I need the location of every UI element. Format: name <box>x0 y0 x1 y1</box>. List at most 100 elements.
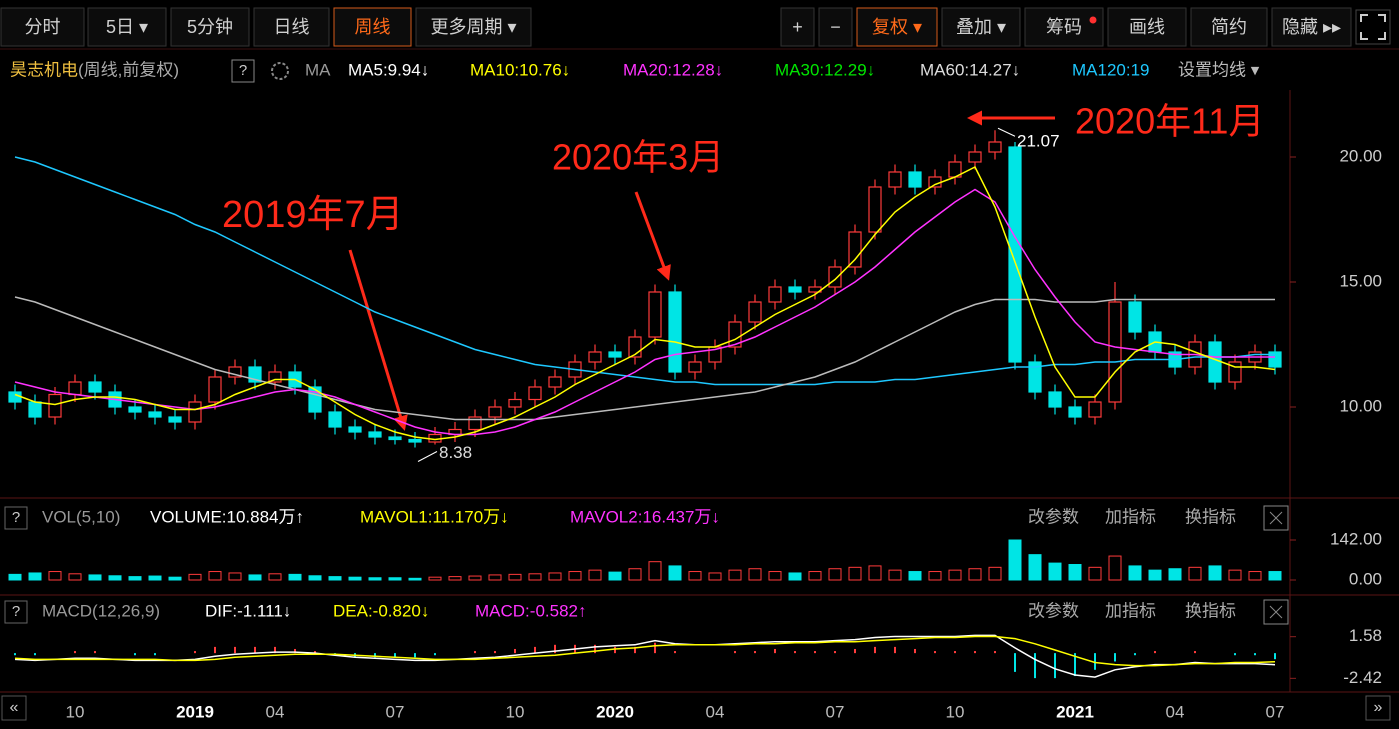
toolbar-button[interactable] <box>1190 7 1268 47</box>
panel-button[interactable]: 改参数 <box>1028 507 1079 526</box>
toolbar-button[interactable] <box>253 7 330 47</box>
indicator-line <box>14 635 1276 667</box>
candle-body <box>1048 391 1062 408</box>
toolbar-button-label[interactable]: 画线 <box>1129 17 1165 37</box>
indicator-line <box>14 165 1276 441</box>
indicator-line <box>14 634 1276 678</box>
annotation: 2020年11月 <box>1075 101 1264 142</box>
volume-bar <box>1108 555 1122 581</box>
help-icon[interactable] <box>4 506 28 530</box>
legend-entry: MA5:9.94↓ <box>348 60 429 79</box>
toolbar-button[interactable] <box>780 7 815 47</box>
y-tick-label: 15.00 <box>1339 271 1382 290</box>
panel-button[interactable]: 加指标 <box>1105 601 1156 620</box>
indicator-line <box>14 188 1275 436</box>
toolbar-button-label[interactable]: 简约 <box>1211 17 1247 37</box>
annotation: 2020年3月 <box>552 137 724 178</box>
close-icon[interactable] <box>1263 505 1289 531</box>
candle-body <box>28 401 42 418</box>
y-tick-label: 10.00 <box>1339 396 1382 415</box>
candle-body <box>508 398 522 408</box>
toolbar-button-label[interactable]: 周线 <box>355 17 391 37</box>
panel-button[interactable]: 换指标 <box>1185 601 1236 620</box>
toolbar-button[interactable] <box>87 7 167 47</box>
toolbar-button[interactable] <box>818 7 853 47</box>
candle-body <box>1268 351 1282 368</box>
panel-button[interactable]: 换指标 <box>1185 507 1236 526</box>
toolbar-button-label[interactable]: 复权 ▾ <box>872 17 922 37</box>
toolbar-button[interactable] <box>0 7 85 47</box>
help-icon-glyph: ? <box>12 603 20 620</box>
x-tick-label: 04 <box>266 702 285 721</box>
panel-button[interactable]: 加指标 <box>1105 507 1156 526</box>
toolbar-button[interactable] <box>415 7 532 47</box>
x-tick-label: 2020 <box>596 702 634 721</box>
toolbar-button-label[interactable]: − <box>830 17 841 37</box>
legend-entry: MA60:14.27↓ <box>920 60 1020 79</box>
volume-bar <box>808 571 822 581</box>
toolbar-button-label[interactable]: 筹码 <box>1046 17 1082 37</box>
scroll-right[interactable]: » <box>1365 695 1391 721</box>
volume-bar <box>508 573 522 581</box>
toolbar-button[interactable] <box>333 7 412 47</box>
svg-text:«: « <box>10 699 19 716</box>
volume-bar <box>968 568 982 581</box>
candle-body <box>1028 361 1042 393</box>
volume-bar <box>1088 566 1102 581</box>
toolbar-button[interactable] <box>170 7 250 47</box>
volume-bar <box>1248 571 1262 581</box>
volume-bar <box>1048 562 1062 581</box>
volume-bar <box>988 566 1002 581</box>
candle-body <box>228 366 242 378</box>
volume-bar <box>88 574 102 581</box>
candle-body <box>848 231 862 268</box>
toolbar-button[interactable] <box>1271 7 1352 47</box>
toolbar-button-label[interactable]: 5日 ▾ <box>106 17 148 37</box>
legend-entry: MA30:12.29↓ <box>775 60 875 79</box>
volume-bar <box>1168 568 1182 581</box>
toolbar-button-label[interactable]: + <box>792 17 803 37</box>
help-icon-glyph: ? <box>12 509 20 526</box>
toolbar-button-label[interactable]: 5分钟 <box>187 17 233 37</box>
volume-bar <box>568 571 582 581</box>
volume-bar <box>448 576 462 581</box>
toolbar-button-label[interactable]: 叠加 ▾ <box>956 17 1006 37</box>
candle-body <box>1208 341 1222 383</box>
legend-entry: MA120:19 <box>1072 60 1150 79</box>
help-icon[interactable] <box>4 600 28 624</box>
legend-entry: MA20:12.28↓ <box>623 60 723 79</box>
gear-icon[interactable] <box>271 62 289 80</box>
toolbar-button-label[interactable]: 更多周期 ▾ <box>430 17 516 37</box>
help-icon[interactable] <box>231 59 255 83</box>
volume-bar <box>1028 554 1042 581</box>
candle-body <box>548 376 562 388</box>
high-pointer <box>997 127 1016 137</box>
scroll-left[interactable]: « <box>1 695 27 721</box>
toolbar-button-label[interactable]: 分时 <box>25 17 61 37</box>
x-tick-label: 10 <box>946 702 965 721</box>
volume-bar <box>1228 569 1242 581</box>
close-icon[interactable] <box>1263 599 1289 625</box>
volume-bar <box>1188 566 1202 581</box>
candle-body <box>788 286 802 293</box>
toolbar-button[interactable] <box>856 7 938 47</box>
toolbar-button-label[interactable]: 隐藏 ▸▸ <box>1282 17 1341 37</box>
candle-body <box>128 406 142 413</box>
volume-bar <box>248 574 262 581</box>
toolbar-button[interactable] <box>941 7 1021 47</box>
toolbar-button-label[interactable]: 日线 <box>274 17 310 37</box>
candle-body <box>688 361 702 373</box>
volume-bar <box>908 571 922 581</box>
candle-body <box>608 351 622 358</box>
fullscreen-icon[interactable] <box>1355 9 1391 45</box>
toolbar-button[interactable] <box>1107 7 1187 47</box>
panel-button[interactable]: 改参数 <box>1028 601 1079 620</box>
settings-link[interactable]: 设置均线 ▾ <box>1178 60 1260 79</box>
candle-body <box>348 426 362 433</box>
volume-bar <box>1268 571 1282 581</box>
toolbar-button[interactable] <box>1024 7 1104 47</box>
notification-dot <box>1089 16 1097 24</box>
candle-body <box>768 286 782 303</box>
x-tick-label: 2021 <box>1056 702 1094 721</box>
